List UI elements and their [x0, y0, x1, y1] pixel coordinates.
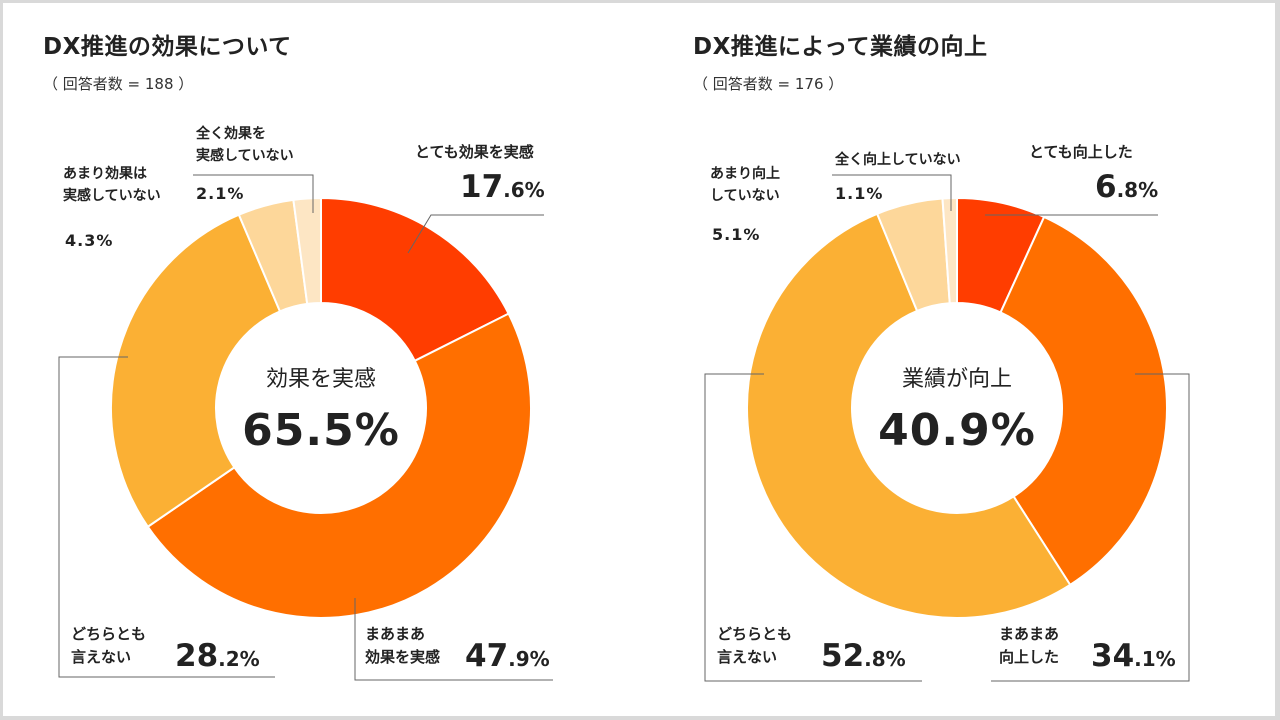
label-percentage: 17.6%	[460, 169, 545, 205]
label-percentage: 5.1%	[712, 225, 761, 244]
leader-line-neutral	[704, 373, 922, 682]
label-category: あまり向上 していない	[710, 166, 780, 204]
donut-slice-very	[320, 196, 510, 363]
label-category: 全く向上していない	[835, 152, 961, 168]
chart-title: DX推進の効果について	[43, 34, 292, 60]
label-category: 全く効果を 実感していない	[196, 126, 294, 164]
chart-title: DX推進によって業績の向上	[693, 34, 988, 60]
label-value-int: 17	[460, 169, 504, 205]
label-category: どちらとも 言えない	[71, 625, 147, 666]
donut-slice-none	[941, 196, 958, 305]
label-value-dec: .6%	[503, 178, 545, 202]
label-percentage: 6.8%	[1095, 169, 1159, 205]
label-category: まあまあ 向上した	[999, 625, 1060, 666]
chart-panel-performance: DX推進によって業績の向上 （ 回答者数 = 176 ） 業績が向上 40.9%…	[639, 3, 1275, 716]
label-percentage: 4.3%	[65, 231, 114, 250]
label-category: とても効果を実感	[415, 143, 534, 161]
leader-line-somewhat	[354, 598, 553, 681]
donut-chart-effect	[58, 174, 553, 681]
donut-slice-neutral	[746, 212, 1072, 619]
respondent-count: （ 回答者数 = 188 ）	[43, 75, 194, 93]
label-percentage: 2.1%	[196, 184, 245, 203]
center-label: 効果を実感	[265, 367, 376, 392]
donut-slice-neutral	[110, 213, 282, 529]
label-percentage: 47.9%	[465, 638, 550, 674]
donut-slice-somewhat	[999, 215, 1168, 587]
label-category: どちらとも 言えない	[717, 625, 793, 666]
leader-line-none	[832, 174, 952, 211]
center-value: 65.5%	[242, 405, 400, 456]
leader-lines	[58, 174, 553, 681]
respondent-count: （ 回答者数 = 176 ）	[693, 75, 844, 93]
center-value: 40.9%	[878, 405, 1036, 456]
label-percentage: 52.8%	[821, 638, 906, 674]
leader-line-neutral	[58, 356, 275, 678]
donut-slices	[110, 196, 532, 620]
leader-line-very	[407, 214, 544, 254]
label-percentage: 1.1%	[835, 184, 884, 203]
label-category: まあまあ 効果を実感	[365, 625, 441, 666]
label-category: とても向上した	[1029, 143, 1133, 161]
donut-slice-somewhat	[146, 312, 532, 620]
label-percentage: 34.1%	[1091, 638, 1176, 674]
donut-chart-performance	[704, 174, 1190, 682]
chart-canvas: DX推進の効果について （ 回答者数 = 188 ） 効果を実感 65.5% と…	[3, 3, 1275, 716]
chart-panel-effect: DX推進の効果について （ 回答者数 = 188 ） 効果を実感 65.5% と…	[3, 3, 639, 716]
label-percentage: 28.2%	[175, 638, 260, 674]
center-label: 業績が向上	[901, 367, 1012, 392]
donut-slices	[746, 196, 1168, 619]
label-category: あまり効果は 実感していない	[63, 166, 161, 204]
leader-line-somewhat	[991, 373, 1190, 682]
donut-slice-none	[292, 196, 322, 306]
leader-lines	[704, 174, 1190, 682]
leader-line-none	[193, 174, 314, 213]
